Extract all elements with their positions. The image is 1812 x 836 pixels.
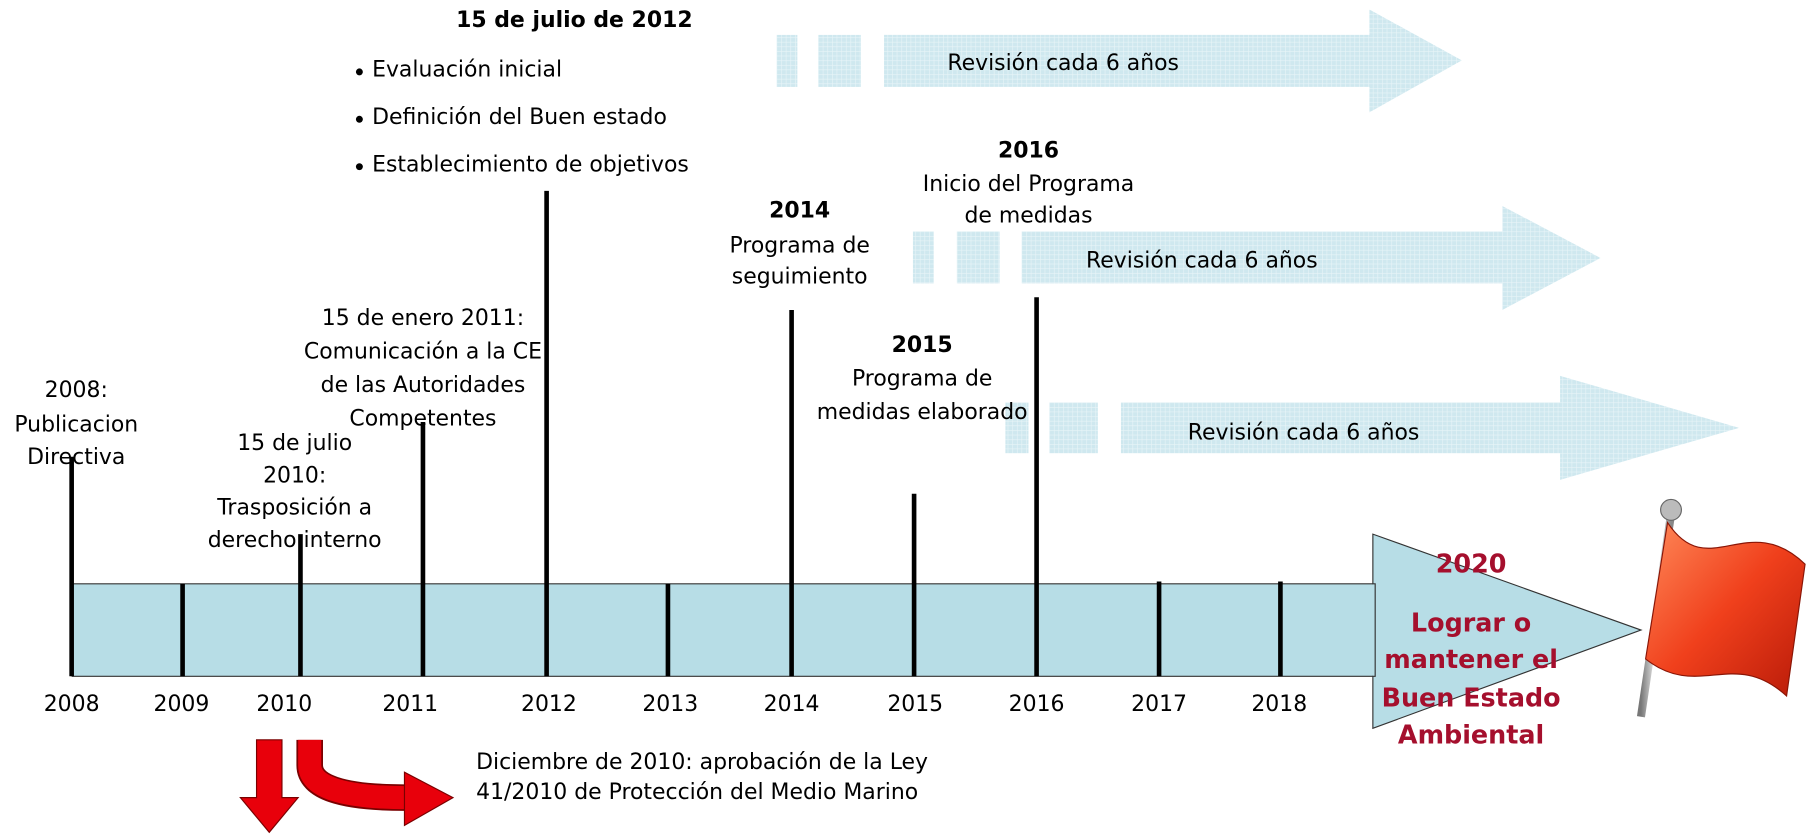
year-label: 2014 — [764, 692, 820, 717]
year-label: 2011 — [382, 692, 438, 717]
year-label: 2017 — [1131, 692, 1187, 717]
note-line: 41/2010 de Protección del Medio Marino — [476, 780, 918, 805]
bullet — [356, 163, 363, 170]
event-line: de medidas — [964, 203, 1092, 228]
year-label: 2012 — [521, 692, 577, 717]
curved-arrow — [310, 740, 453, 826]
year-label: 2016 — [1009, 692, 1065, 717]
goal-line: Buen Estado — [1382, 682, 1561, 712]
event-title: 2015 — [892, 333, 953, 358]
review-label: Revisión cada 6 años — [947, 51, 1179, 76]
review-label: Revisión cada 6 años — [1188, 421, 1420, 446]
page: {"axis": {"years": ["2008", "2009", "201… — [0, 0, 1812, 836]
timeline-bar — [72, 584, 1376, 676]
goal-line: Ambiental — [1398, 719, 1544, 749]
event-line: seguimiento — [732, 265, 868, 290]
event-line: de las Autoridades — [321, 373, 526, 398]
event-line: 15 de enero 2011: — [322, 306, 524, 331]
review-label: Revisión cada 6 años — [1086, 248, 1318, 273]
goal-line: Lograr o — [1411, 607, 1531, 637]
event-bullet: Evaluación inicial — [372, 58, 562, 83]
event-line: 2010: — [263, 463, 326, 488]
year-label: 2009 — [154, 692, 210, 717]
event-line: Programa de — [729, 233, 869, 258]
event-line: Inicio del Programa — [923, 172, 1135, 197]
down-arrow — [240, 740, 298, 832]
event-line: Publicacion — [14, 413, 138, 438]
event-bullet: Definición del Buen estado — [372, 105, 667, 130]
year-label: 2015 — [887, 692, 943, 717]
event-title: 2016 — [998, 139, 1059, 164]
event-line: derecho interno — [208, 528, 382, 553]
year-label: 2013 — [642, 692, 698, 717]
event-line: Programa de — [852, 366, 992, 391]
event-title: 2014 — [769, 199, 830, 224]
diagram: Revisión cada 6 años Revisión cada 6 año… — [0, 0, 1812, 836]
note-line: Diciembre de 2010: aprobación de la Ley — [476, 750, 928, 775]
event-line: medidas elaborado — [817, 400, 1028, 425]
event-line: 15 de julio — [237, 431, 352, 456]
event-line: Comunicación a la CE — [304, 340, 542, 365]
event-line: 2008: — [45, 378, 108, 403]
year-label: 2010 — [256, 692, 312, 717]
flag — [1641, 499, 1805, 716]
event-title: 15 de julio de 2012 — [456, 8, 693, 33]
year-label: 2008 — [44, 692, 100, 717]
year-labels: 2008 2009 2010 2011 2012 2013 2014 2015 2016 2017… — [44, 692, 1307, 717]
year-label: 2018 — [1251, 692, 1307, 717]
event-bullet: Establecimiento de objetivos — [372, 152, 689, 177]
goal-year: 2020 — [1436, 548, 1507, 578]
bullet — [356, 68, 363, 75]
event-line: Trasposición a — [216, 496, 372, 521]
goal-line: mantener el — [1384, 644, 1558, 674]
event-line: Directiva — [27, 445, 125, 470]
event-line: Competentes — [349, 407, 496, 432]
bullet — [356, 116, 363, 123]
